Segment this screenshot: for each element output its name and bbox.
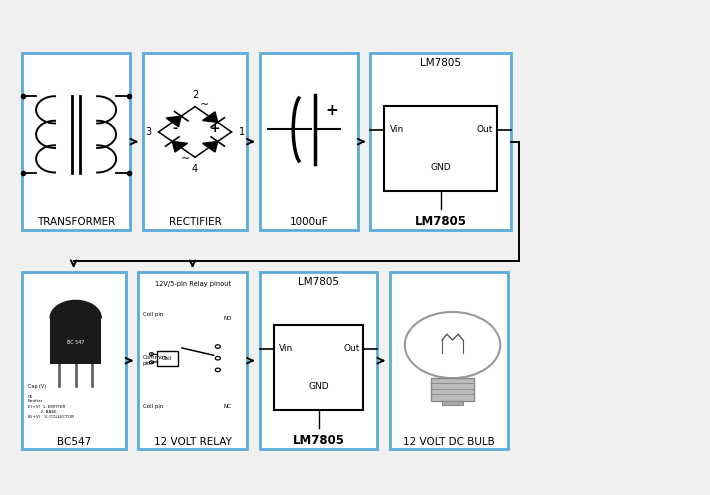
Bar: [22, 53, 131, 231]
Text: Common
pin: Common pin: [143, 355, 168, 366]
Text: Coil pin: Coil pin: [143, 312, 163, 317]
Text: +: +: [325, 103, 338, 118]
Bar: [22, 272, 126, 449]
Text: 3: 3: [145, 127, 151, 137]
Text: Out: Out: [344, 345, 360, 353]
Bar: [390, 272, 508, 449]
Text: LM7805: LM7805: [298, 277, 339, 287]
Text: Coil: Coil: [163, 356, 173, 361]
Text: GND: GND: [308, 382, 329, 391]
Text: +: +: [209, 122, 220, 135]
Text: E(+V)  1. EMITTER
          2. BASE
B(+V)   3. COLLECTOR: E(+V) 1. EMITTER 2. BASE B(+V) 3. COLLEC…: [28, 405, 74, 419]
Bar: [138, 272, 247, 449]
Text: -: -: [173, 122, 178, 135]
Text: RECTIFIER: RECTIFIER: [169, 217, 222, 227]
Bar: [157, 351, 178, 365]
Text: 4: 4: [192, 163, 198, 174]
Bar: [273, 325, 364, 410]
Text: 12 VOLT RELAY: 12 VOLT RELAY: [153, 437, 231, 446]
Text: Cap (V): Cap (V): [28, 384, 46, 389]
Text: BC547: BC547: [57, 437, 91, 446]
Text: LM7805: LM7805: [415, 214, 466, 228]
Bar: [385, 106, 497, 192]
Text: Coil pin: Coil pin: [143, 404, 163, 409]
Text: CE
Emitter: CE Emitter: [28, 395, 43, 403]
Text: NC: NC: [223, 404, 231, 409]
Text: Vin: Vin: [279, 345, 293, 353]
Polygon shape: [202, 142, 218, 152]
Text: BC 547: BC 547: [67, 340, 84, 345]
Text: TRANSFORMER: TRANSFORMER: [37, 217, 115, 227]
Text: GND: GND: [430, 163, 451, 172]
Text: 2: 2: [192, 90, 198, 100]
Text: LM7805: LM7805: [420, 58, 461, 68]
Bar: [371, 53, 510, 231]
Text: 1000uF: 1000uF: [290, 217, 328, 227]
Bar: [431, 378, 474, 401]
Wedge shape: [50, 300, 102, 318]
Polygon shape: [166, 116, 181, 127]
Text: 1: 1: [239, 127, 245, 137]
Text: ~: ~: [200, 100, 209, 110]
Text: Out: Out: [477, 126, 493, 135]
Bar: [50, 318, 102, 364]
Text: LM7805: LM7805: [293, 434, 344, 446]
Text: NO: NO: [223, 315, 231, 321]
Polygon shape: [173, 142, 187, 152]
Text: Vin: Vin: [390, 126, 404, 135]
Bar: [143, 53, 247, 231]
Text: 12V/5-pin Relay pinout: 12V/5-pin Relay pinout: [155, 281, 231, 287]
Text: ~: ~: [181, 153, 190, 163]
Text: 12 VOLT DC BULB: 12 VOLT DC BULB: [403, 437, 495, 446]
Bar: [260, 53, 358, 231]
Polygon shape: [202, 112, 218, 122]
Bar: [442, 401, 463, 405]
Bar: [260, 272, 378, 449]
